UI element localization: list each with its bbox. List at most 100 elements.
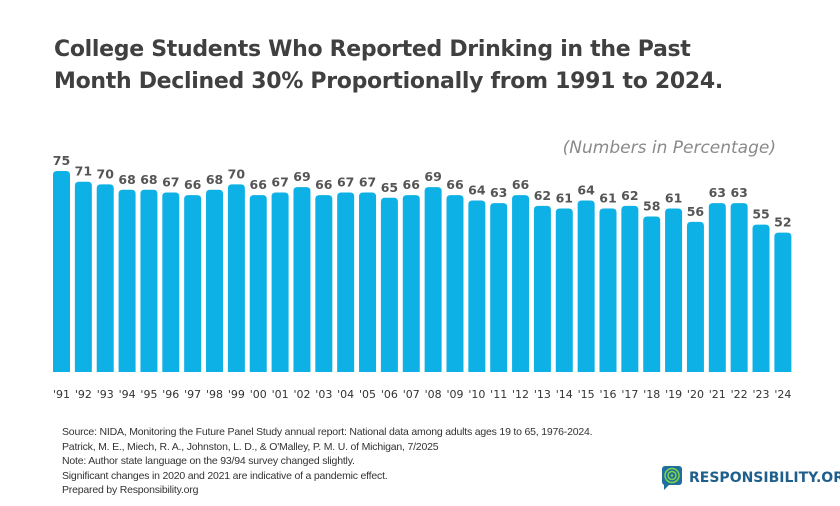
bar — [577, 200, 595, 372]
logo-text: RESPONSIBILITY.ORG — [689, 470, 840, 486]
source-notes: Source: NIDA, Monitoring the Future Pane… — [62, 425, 593, 498]
data-label: 69 — [424, 169, 441, 184]
x-tick-label: '92 — [75, 388, 92, 401]
target-speech-bubble-icon — [662, 466, 682, 490]
x-tick-label: '20 — [687, 388, 704, 401]
note-line: Significant changes in 2020 and 2021 are… — [62, 469, 388, 482]
bar — [96, 184, 114, 372]
data-label: 63 — [730, 185, 747, 200]
x-tick-label: '93 — [97, 388, 114, 401]
data-label: 63 — [490, 185, 507, 200]
note-line: Patrick, M. E., Miech, R. A., Johnston, … — [62, 440, 439, 453]
bar — [708, 203, 726, 372]
x-tick-label: '18 — [643, 388, 660, 401]
data-label: 67 — [162, 174, 179, 189]
x-tick-label: '97 — [184, 388, 201, 401]
bar — [293, 187, 311, 372]
x-tick-label: '16 — [599, 388, 616, 401]
x-tick-label: '06 — [381, 388, 398, 401]
bar — [227, 184, 245, 372]
x-tick-label: '02 — [293, 388, 310, 401]
bar — [206, 189, 224, 372]
data-label: 68 — [206, 172, 223, 187]
data-label: 75 — [53, 153, 70, 168]
data-label: 66 — [512, 177, 530, 192]
data-label: 66 — [184, 177, 202, 192]
data-label: 71 — [75, 164, 92, 179]
x-tick-label: '05 — [359, 388, 376, 401]
data-label: 62 — [621, 188, 638, 203]
bar — [643, 216, 661, 372]
data-label: 66 — [250, 177, 268, 192]
data-label: 66 — [315, 177, 333, 192]
bar — [249, 195, 267, 372]
x-tick-label: '24 — [774, 388, 791, 401]
bar — [53, 171, 70, 372]
data-label: 66 — [403, 177, 421, 192]
data-label: 68 — [140, 172, 157, 187]
x-tick-label: '14 — [556, 388, 573, 401]
bar — [359, 192, 377, 372]
data-label: 62 — [534, 188, 551, 203]
x-tick-label: '12 — [512, 388, 529, 401]
note-line: Prepared by Responsibility.org — [62, 484, 199, 496]
x-tick-label: '10 — [468, 388, 485, 401]
x-tick-label: '00 — [250, 388, 267, 401]
bar — [402, 195, 420, 372]
bar — [533, 205, 551, 372]
bar — [184, 195, 202, 372]
responsibility-logo: RESPONSIBILITY.ORG — [661, 465, 840, 491]
data-label: 63 — [709, 185, 726, 200]
x-tick-label: '17 — [621, 388, 638, 401]
x-tick-label: '09 — [446, 388, 463, 401]
x-tick-label: '21 — [709, 388, 726, 401]
bar — [686, 221, 704, 372]
bar — [446, 195, 464, 372]
x-tick-label: '11 — [490, 388, 507, 401]
bar — [380, 197, 398, 372]
bar — [665, 208, 683, 372]
bar — [337, 192, 355, 372]
bar — [774, 232, 792, 372]
x-tick-label: '07 — [403, 388, 420, 401]
x-tick-label: '96 — [162, 388, 179, 401]
x-tick-label: '08 — [425, 388, 442, 401]
bar — [621, 205, 639, 372]
bar — [140, 189, 158, 372]
title-line-2: Month Declined 30% Proportionally from 1… — [54, 69, 723, 94]
bar — [730, 203, 748, 372]
bar — [490, 203, 508, 372]
data-label: 64 — [468, 182, 486, 197]
chart-title: College Students Who Reported Drinking i… — [54, 34, 723, 98]
data-label: 61 — [556, 191, 573, 206]
note-line: Source: NIDA, Monitoring the Future Pane… — [62, 426, 593, 438]
data-label: 67 — [337, 174, 354, 189]
bar — [468, 200, 486, 372]
data-label: 52 — [774, 215, 791, 230]
data-label: 55 — [752, 207, 769, 222]
data-label: 68 — [118, 172, 135, 187]
bar — [74, 181, 92, 372]
data-label: 64 — [577, 182, 595, 197]
data-label: 69 — [293, 169, 310, 184]
x-tick-label: '03 — [315, 388, 332, 401]
bar — [752, 224, 770, 372]
data-label: 67 — [359, 174, 376, 189]
x-tick-label: '01 — [272, 388, 289, 401]
data-label: 67 — [271, 174, 288, 189]
x-tick-label: '22 — [731, 388, 748, 401]
bar — [555, 208, 573, 372]
bar — [315, 195, 333, 372]
bar — [162, 192, 180, 372]
data-label: 56 — [687, 204, 705, 219]
bar — [271, 192, 289, 372]
data-label: 66 — [446, 177, 464, 192]
bar — [599, 208, 617, 372]
data-label: 65 — [381, 180, 398, 195]
x-tick-label: '15 — [578, 388, 595, 401]
x-tick-label: '99 — [228, 388, 245, 401]
data-label: 70 — [228, 166, 246, 181]
bar — [118, 189, 136, 372]
title-line-1: College Students Who Reported Drinking i… — [54, 37, 691, 62]
bar-chart: 75 '91 71 '92 70 '93 68 '94 68 '95 67 '96 66 '97 68 '98… — [53, 153, 792, 401]
